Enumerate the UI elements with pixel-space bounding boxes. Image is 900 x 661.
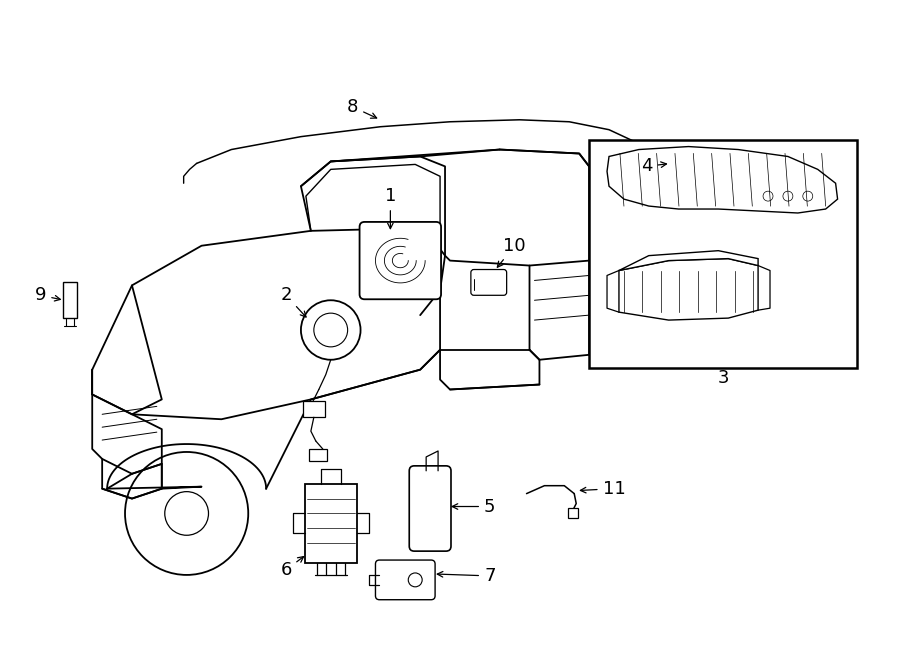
- Text: 5: 5: [452, 498, 496, 516]
- FancyBboxPatch shape: [375, 560, 435, 600]
- Bar: [568, 508, 578, 518]
- Text: 6: 6: [280, 557, 303, 579]
- Bar: [590, 139, 858, 368]
- Text: 10: 10: [498, 237, 526, 267]
- Text: 4: 4: [641, 157, 667, 175]
- Text: 7: 7: [437, 567, 496, 585]
- Text: 1: 1: [384, 187, 396, 229]
- Polygon shape: [619, 251, 758, 270]
- Text: 8: 8: [346, 98, 376, 118]
- Polygon shape: [607, 147, 838, 213]
- Bar: [63, 282, 77, 318]
- FancyBboxPatch shape: [410, 466, 451, 551]
- Polygon shape: [619, 258, 758, 320]
- FancyBboxPatch shape: [360, 222, 441, 299]
- Text: 2: 2: [280, 286, 306, 317]
- Bar: [303, 401, 325, 417]
- Text: 3: 3: [717, 369, 729, 387]
- Text: 9: 9: [35, 286, 60, 304]
- Bar: [305, 484, 356, 563]
- Bar: [309, 449, 327, 461]
- Text: 11: 11: [580, 480, 626, 498]
- FancyBboxPatch shape: [471, 270, 507, 295]
